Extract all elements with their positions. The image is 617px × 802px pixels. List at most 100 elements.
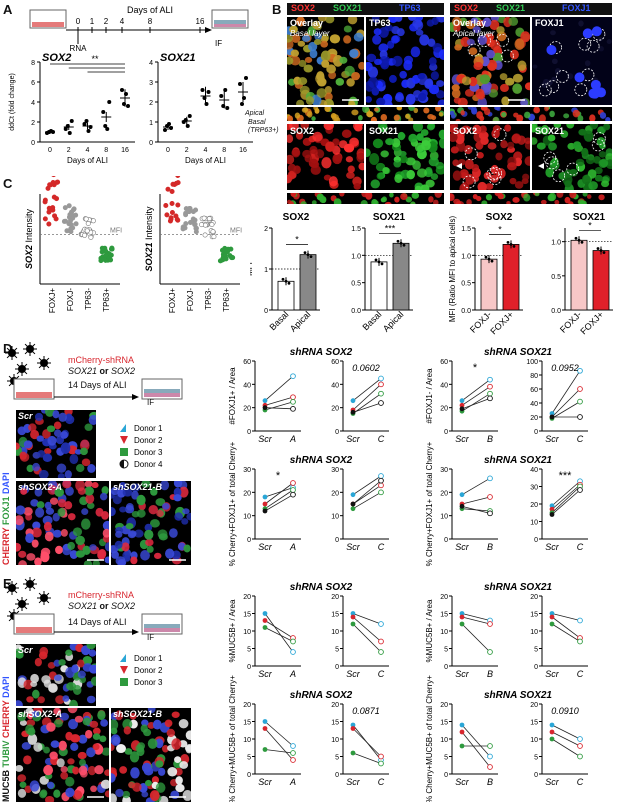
cell-nucleus bbox=[59, 712, 70, 721]
shrna-point bbox=[487, 649, 493, 655]
cell-nucleus bbox=[97, 710, 106, 721]
cell-nucleus bbox=[346, 171, 355, 179]
intensity-point bbox=[169, 200, 175, 206]
cell-nucleus bbox=[38, 651, 48, 660]
mfi-label: MFI bbox=[230, 228, 242, 235]
data-point bbox=[599, 249, 603, 252]
donor-marker-icon bbox=[120, 448, 128, 456]
y-tick-label: 0 bbox=[264, 308, 268, 315]
cell-nucleus bbox=[122, 790, 131, 799]
cell-nucleus bbox=[87, 502, 95, 509]
cell-nucleus bbox=[85, 493, 95, 504]
cell-nucleus bbox=[36, 435, 44, 442]
intensity-point bbox=[103, 252, 109, 258]
scr-point bbox=[350, 722, 356, 728]
cell-nucleus bbox=[588, 181, 598, 190]
cell-nucleus bbox=[455, 118, 461, 121]
cell-nucleus bbox=[36, 501, 45, 509]
cell-nucleus bbox=[47, 435, 57, 446]
data-point bbox=[225, 106, 230, 110]
cell-nucleus bbox=[287, 34, 293, 43]
shrna-point bbox=[577, 398, 583, 405]
donor-label: Donor 3 bbox=[134, 448, 163, 457]
cell-nucleus bbox=[300, 201, 307, 204]
cell-nucleus bbox=[325, 17, 335, 24]
micrograph-scr-d bbox=[16, 410, 96, 478]
cell-nucleus bbox=[351, 109, 359, 116]
paired-line bbox=[352, 728, 382, 757]
cell-nucleus bbox=[174, 512, 183, 521]
cell-nucleus bbox=[362, 107, 370, 113]
y-tick-label: 2 bbox=[31, 120, 35, 127]
cell-nucleus bbox=[435, 107, 442, 112]
cell-nucleus bbox=[146, 545, 154, 553]
cell-nucleus bbox=[545, 167, 554, 178]
cell-nucleus bbox=[31, 527, 42, 538]
data-point bbox=[67, 131, 72, 135]
donor-marker-icon bbox=[120, 424, 126, 432]
cell-nucleus bbox=[470, 17, 479, 24]
y-tick-label: 5 bbox=[534, 647, 538, 654]
cell-nucleus bbox=[25, 724, 35, 735]
scr-point bbox=[350, 409, 356, 415]
cell-nucleus bbox=[77, 751, 87, 760]
cell-nucleus bbox=[349, 48, 359, 58]
cell-nucleus bbox=[291, 148, 301, 158]
cell-nucleus bbox=[353, 32, 364, 42]
cell-nucleus bbox=[74, 715, 84, 723]
intensity-point bbox=[90, 218, 96, 224]
ali-well-right-icon bbox=[211, 9, 249, 29]
scr-point bbox=[549, 729, 555, 735]
cell-nucleus bbox=[182, 790, 191, 801]
cell-nucleus bbox=[304, 56, 313, 64]
cell-nucleus bbox=[575, 158, 585, 167]
micrograph-shsox21-e bbox=[111, 708, 191, 802]
y-tick-label: 5 bbox=[444, 755, 448, 762]
cell-nucleus bbox=[164, 719, 173, 728]
cell-nucleus bbox=[450, 146, 459, 154]
cell-nucleus bbox=[19, 781, 27, 788]
donor-label: Donor 4 bbox=[134, 460, 163, 469]
cell-nucleus bbox=[111, 743, 115, 752]
cell-nucleus bbox=[569, 192, 577, 199]
cell-nucleus bbox=[289, 124, 299, 132]
cell-nucleus bbox=[32, 462, 40, 472]
x-tick-label: 4 bbox=[204, 147, 208, 154]
plot-title: shRNA SOX21 bbox=[484, 455, 552, 466]
x-tick-label: Scr bbox=[545, 434, 560, 444]
cell-nucleus bbox=[532, 64, 538, 69]
cell-nucleus bbox=[100, 719, 109, 727]
cell-nucleus bbox=[494, 107, 500, 111]
cell-nucleus bbox=[550, 30, 556, 36]
cell-nucleus bbox=[19, 720, 27, 726]
y-tick-label: 2 bbox=[264, 226, 268, 233]
y-axis-label: SOX2 Intensity bbox=[24, 208, 34, 269]
data-point bbox=[580, 240, 584, 244]
shrna-point bbox=[290, 373, 296, 380]
cell-nucleus bbox=[367, 66, 379, 79]
y-tick-label: 6 bbox=[31, 80, 35, 87]
shrna-point bbox=[378, 638, 384, 645]
paired-line bbox=[551, 724, 581, 740]
data-point bbox=[402, 243, 406, 247]
cell-nucleus bbox=[33, 742, 43, 752]
cell-nucleus bbox=[560, 130, 569, 138]
cell-nucleus bbox=[99, 492, 108, 501]
paired-line bbox=[461, 613, 491, 621]
shrna-point bbox=[290, 638, 296, 645]
y-tick-label: 10 bbox=[331, 514, 339, 521]
micrograph-sox2-apical bbox=[450, 124, 530, 190]
foxj1-cell bbox=[590, 79, 601, 90]
dashed-cell-outline bbox=[591, 138, 605, 152]
cell-nucleus bbox=[396, 28, 405, 37]
cell-nucleus bbox=[65, 787, 75, 798]
cell-nucleus bbox=[485, 183, 494, 190]
data-point bbox=[596, 247, 600, 250]
scr-point bbox=[459, 503, 465, 509]
dashed-cell-outline bbox=[546, 80, 560, 93]
cell-nucleus bbox=[78, 734, 88, 744]
cell-nucleus bbox=[427, 113, 435, 120]
y-tick-label: 15 bbox=[440, 720, 448, 727]
y-tick-label: 5 bbox=[534, 755, 538, 762]
y-tick-label: 40 bbox=[243, 382, 251, 389]
